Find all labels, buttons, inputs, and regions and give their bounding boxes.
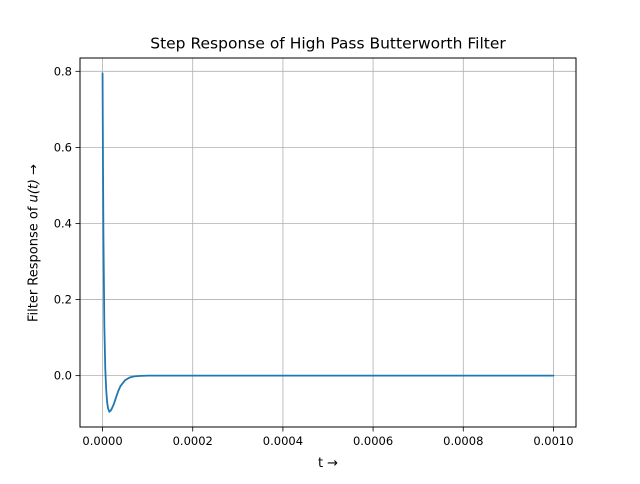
y-axis-label: Filter Response of u(t) → <box>27 164 42 322</box>
x-tick-label: 0.0010 <box>533 434 573 448</box>
x-axis-label: t → <box>318 456 338 471</box>
plot-area-frame <box>79 57 577 428</box>
y-tick-label: 0.4 <box>54 216 72 230</box>
y-axis-label-math: u(t) <box>27 179 42 202</box>
y-axis-ticks: 0.0 0.2 0.4 0.6 0.8 <box>54 64 80 383</box>
x-axis-ticks: 0.0000 0.0002 0.0004 0.0006 0.0008 0.0010 <box>82 427 574 448</box>
x-tick-label: 0.0004 <box>263 434 303 448</box>
y-tick-label: 0.8 <box>54 64 72 78</box>
y-tick-label: 0.2 <box>54 293 72 307</box>
y-tick-label: 0.0 <box>54 369 72 383</box>
x-tick-label: 0.0002 <box>173 434 213 448</box>
series-line <box>101 72 555 413</box>
chart-title: Step Response of High Pass Butterworth F… <box>150 35 506 53</box>
y-axis-label-prefix: Filter Response of <box>27 202 42 322</box>
y-axis-label-suffix: → <box>27 164 42 179</box>
x-tick-label: 0.0006 <box>353 434 393 448</box>
x-tick-label: 0.0000 <box>82 434 122 448</box>
series-layer <box>101 72 555 413</box>
x-tick-label: 0.0008 <box>443 434 483 448</box>
y-tick-label: 0.6 <box>54 140 72 154</box>
